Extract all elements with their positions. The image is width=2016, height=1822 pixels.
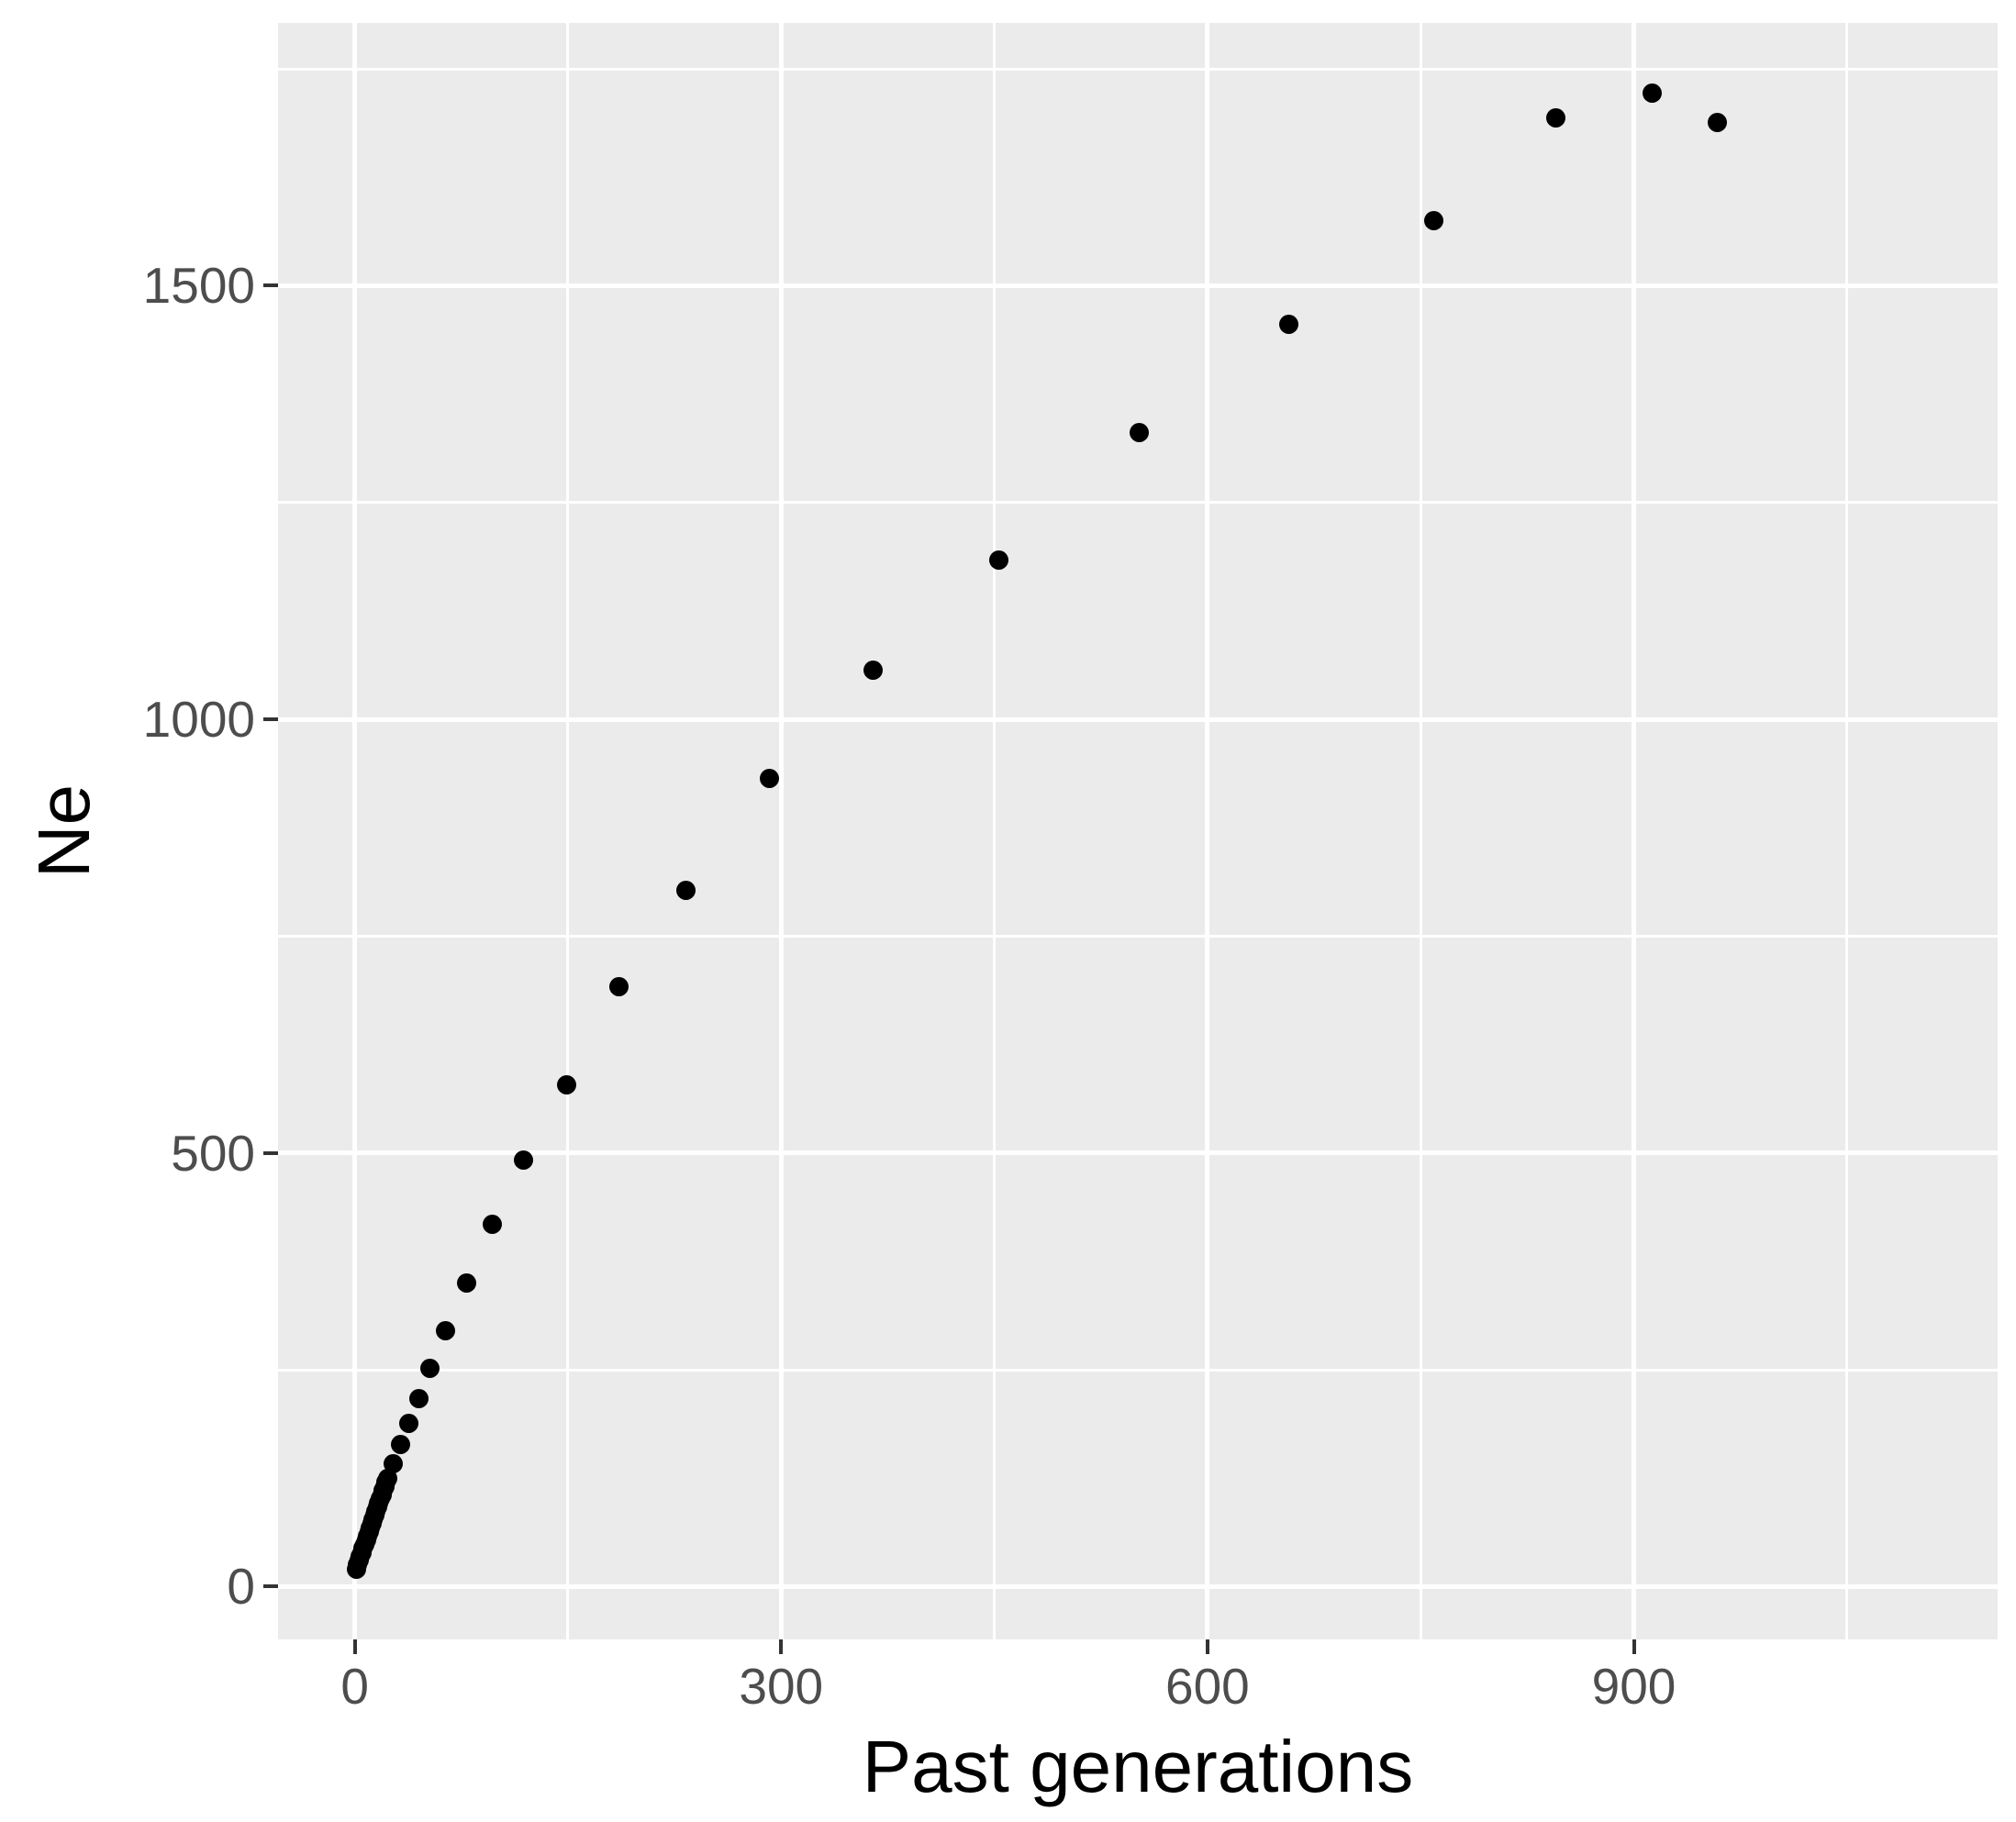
data-point: [383, 1453, 403, 1473]
minor-gridline-x: [566, 23, 570, 1639]
major-gridline-y: [278, 717, 1998, 722]
data-point: [408, 1388, 429, 1408]
major-gridline-y: [278, 283, 1998, 288]
data-point: [398, 1414, 418, 1434]
y-tick-label: 1500: [142, 257, 255, 315]
data-point: [1545, 107, 1565, 128]
minor-gridline-y: [278, 67, 1998, 71]
plot-panel: [278, 23, 1998, 1639]
data-point: [377, 1468, 397, 1488]
x-axis-tick: [1205, 1639, 1209, 1654]
x-tick-label: 900: [1591, 1658, 1676, 1715]
major-gridline-x: [1205, 23, 1210, 1639]
data-point: [988, 550, 1008, 570]
minor-gridline-y: [278, 934, 1998, 938]
data-point: [609, 976, 629, 996]
data-point: [457, 1272, 477, 1293]
data-point: [483, 1214, 503, 1234]
data-point: [1423, 211, 1443, 231]
data-point: [1708, 113, 1728, 133]
x-tick-label: 300: [739, 1658, 824, 1715]
data-point: [514, 1150, 534, 1170]
x-axis-tick: [779, 1639, 784, 1654]
y-tick-label: 500: [171, 1124, 255, 1182]
data-point: [1278, 314, 1298, 334]
minor-gridline-y: [278, 501, 1998, 505]
y-tick-label: 1000: [142, 691, 255, 749]
y-axis-tick: [263, 717, 278, 722]
data-point: [760, 768, 780, 788]
x-tick-label: 600: [1164, 1658, 1250, 1715]
y-axis-tick: [263, 283, 278, 288]
data-point: [436, 1320, 456, 1340]
data-point: [1643, 83, 1663, 104]
minor-gridline-x: [993, 23, 997, 1639]
data-point: [420, 1358, 440, 1378]
minor-gridline-x: [1419, 23, 1422, 1639]
data-point: [1130, 422, 1150, 442]
data-point: [390, 1434, 410, 1454]
x-axis-title: Past generations: [862, 1726, 1414, 1807]
major-gridline-y: [278, 1583, 1998, 1589]
data-point: [556, 1074, 576, 1094]
data-point: [675, 880, 696, 900]
y-tick-label: 0: [227, 1558, 255, 1616]
y-axis-tick: [263, 1150, 278, 1155]
y-axis-tick: [263, 1584, 278, 1589]
x-tick-label: 0: [340, 1658, 369, 1715]
x-axis-tick: [352, 1639, 357, 1654]
data-point: [863, 660, 884, 680]
major-gridline-x: [778, 23, 784, 1639]
minor-gridline-x: [1845, 23, 1849, 1639]
major-gridline-y: [278, 1150, 1998, 1156]
major-gridline-x: [352, 23, 358, 1639]
x-axis-tick: [1632, 1639, 1636, 1654]
minor-gridline-y: [278, 1368, 1998, 1372]
major-gridline-x: [1632, 23, 1637, 1639]
y-axis-title: Ne: [23, 783, 105, 879]
